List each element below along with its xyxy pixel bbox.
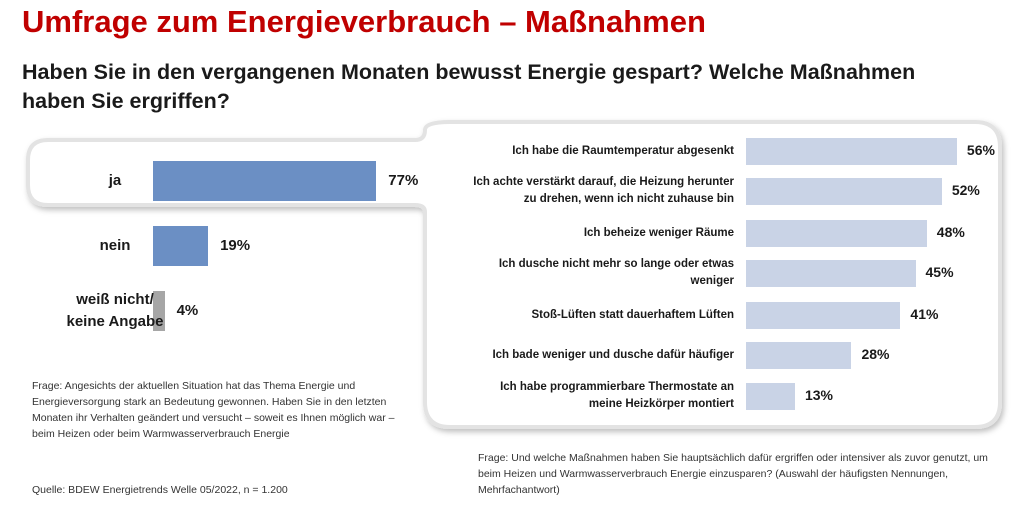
- measure-value-6: 13%: [804, 387, 833, 403]
- measure-bar-5: [746, 341, 852, 369]
- category-label-0: ja: [108, 172, 122, 189]
- measure-bar-2: [746, 219, 927, 247]
- measure-bar-6: [746, 382, 795, 410]
- measure-label-0: Ich habe die Raumtemperatur abgesenkt: [512, 144, 734, 157]
- source-note: Quelle: BDEW Energietrends Welle 05/2022…: [32, 484, 288, 496]
- measure-bar-3: [746, 259, 916, 287]
- measure-value-5: 28%: [861, 346, 890, 362]
- measure-bar-4: [746, 301, 901, 329]
- measure-value-0: 56%: [966, 142, 995, 158]
- value-label-0: 77%: [388, 172, 419, 189]
- measure-label-5: Ich bade weniger und dusche dafür häufig…: [492, 348, 734, 361]
- bar-0: [153, 161, 377, 201]
- survey-question: Haben Sie in den vergangenen Monaten bew…: [22, 60, 916, 113]
- measure-bar-0: [746, 137, 957, 165]
- measure-value-2: 48%: [936, 224, 965, 240]
- measure-bar-1: [746, 177, 942, 205]
- measure-label-2: Ich beheize weniger Räume: [583, 226, 734, 239]
- question-note-right: Frage: Und welche Maßnahmen haben Sie ha…: [478, 452, 988, 496]
- category-label-2: weiß nicht/keine Angabe: [66, 291, 164, 330]
- question-note-left: Frage: Angesichts der aktuellen Situatio…: [32, 380, 395, 440]
- measure-label-3: Ich dusche nicht mehr so lange oder etwa…: [498, 258, 734, 287]
- measure-value-3: 45%: [925, 264, 954, 280]
- value-label-1: 19%: [220, 237, 251, 254]
- bar-2: [153, 291, 165, 331]
- measure-label-1: Ich achte verstärkt darauf, die Heizung …: [473, 176, 734, 205]
- bar-1: [153, 226, 209, 266]
- measure-label-6: Ich habe programmierbare Thermostate an m…: [500, 381, 734, 410]
- chart-title: Umfrage zum Energieverbrauch – Maßnahmen: [22, 4, 706, 39]
- measure-label-4: Stoß-Lüften statt dauerhaftem Lüften: [531, 308, 734, 321]
- measure-value-1: 52%: [951, 182, 980, 198]
- category-label-1: nein: [99, 237, 131, 254]
- measure-value-4: 41%: [910, 306, 939, 322]
- value-label-2: 4%: [176, 302, 199, 319]
